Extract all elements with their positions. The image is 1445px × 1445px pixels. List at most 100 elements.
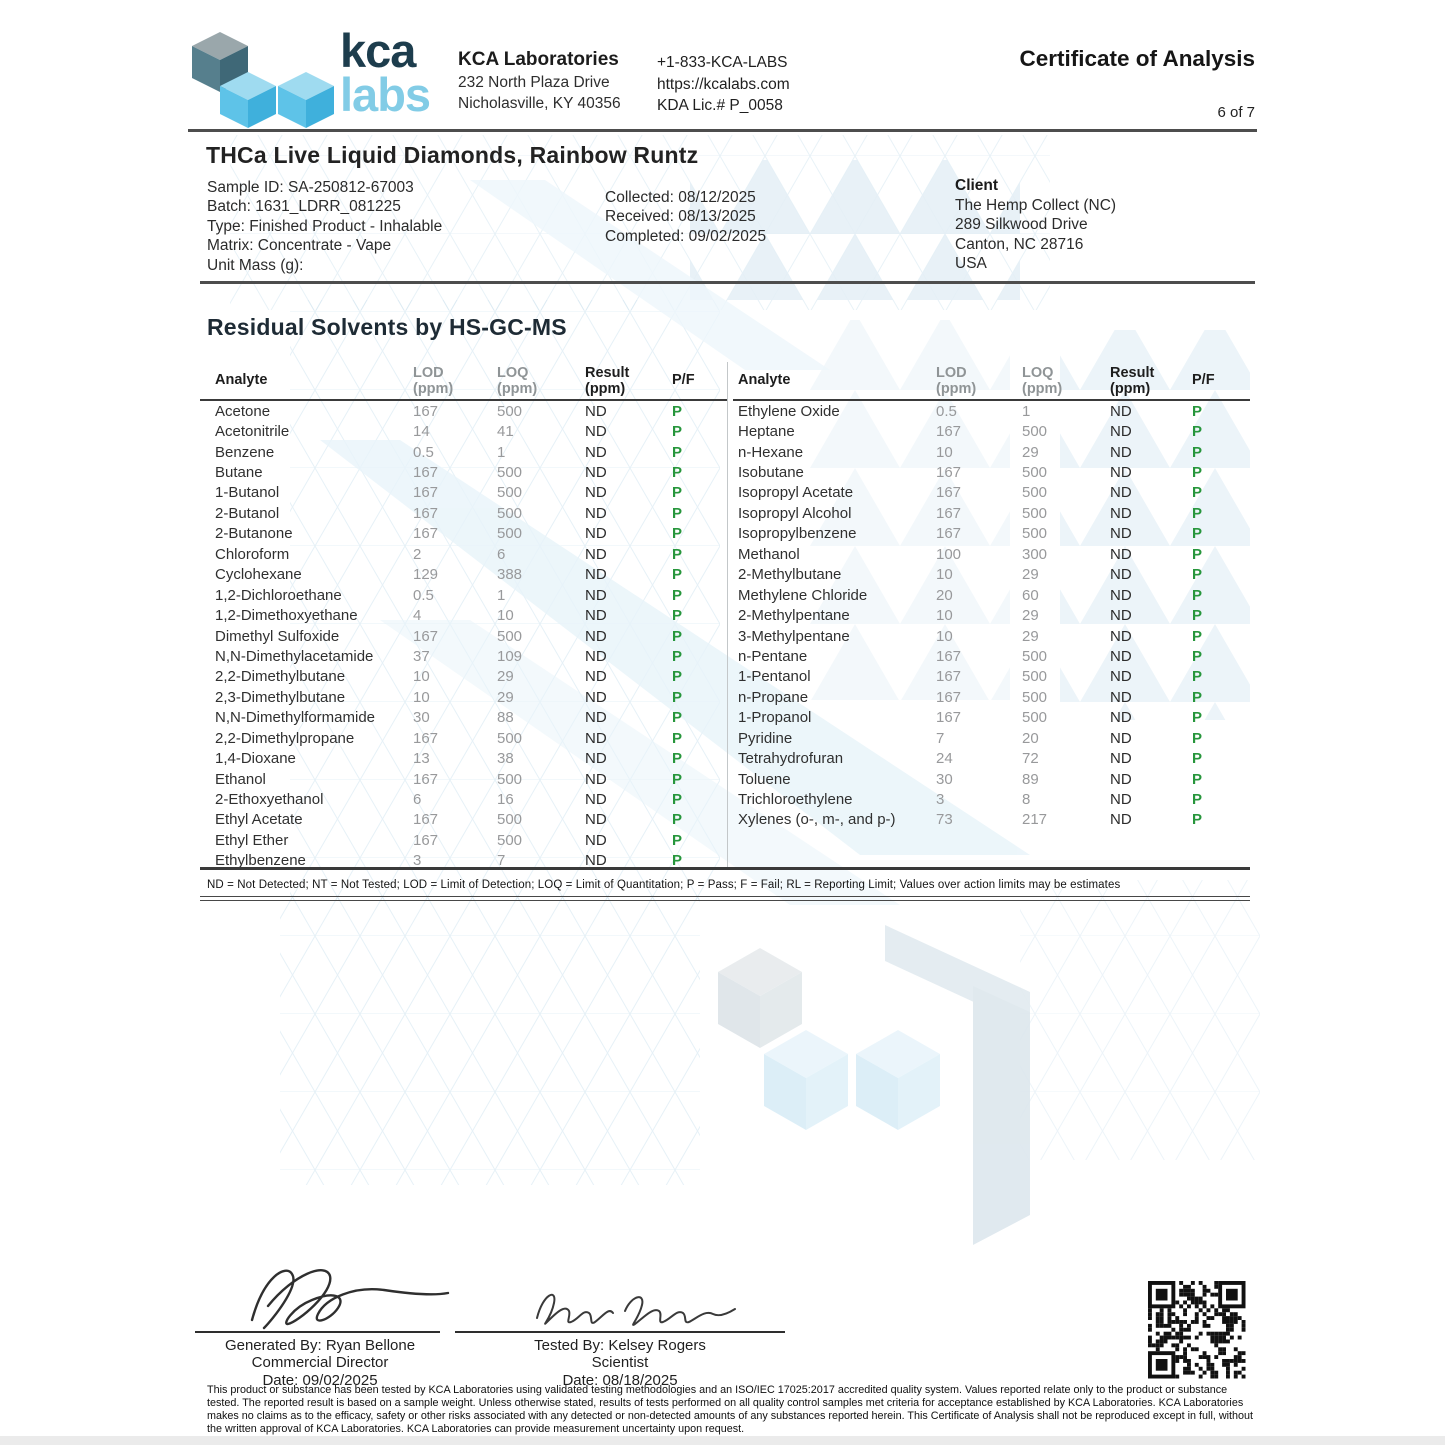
pass-fail-value: P	[672, 484, 683, 502]
analyte-name: n-Pentane	[738, 647, 808, 665]
lod-value: 167	[936, 688, 962, 706]
pass-fail-value: P	[672, 586, 683, 604]
result-value: ND	[585, 791, 607, 809]
loq-value: 500	[497, 770, 523, 788]
analyte-name: Toluene	[738, 770, 791, 788]
analyte-name: Isopropylbenzene	[738, 525, 857, 543]
analyte-name: n-Propane	[738, 688, 809, 706]
table-footnote: ND = Not Detected; NT = Not Tested; LOD …	[207, 879, 1121, 891]
analyte-name: 2-Butanone	[215, 525, 293, 543]
analyte-name: Isopropyl Alcohol	[738, 504, 852, 522]
analyte-name: Methanol	[738, 545, 800, 563]
loq-value: 500	[497, 464, 523, 482]
table-row: Ethyl Ether 167 500 ND P	[200, 830, 727, 850]
sample-type: Type: Finished Product - Inhalable	[207, 217, 443, 235]
loq-value: 388	[497, 566, 523, 584]
loq-value: 500	[497, 504, 523, 522]
analyte-name: 2,3-Dimethylbutane	[215, 688, 346, 706]
lod-value: 167	[413, 831, 439, 849]
table-row: Heptane 167 500 ND P	[733, 421, 1250, 441]
analyte-name: 2-Ethoxyethanol	[215, 791, 324, 809]
pass-fail-value: P	[672, 852, 683, 870]
loq-value: 38	[497, 750, 514, 768]
table-row: n-Pentane 167 500 ND P	[733, 646, 1250, 666]
analyte-name: Acetone	[215, 402, 271, 420]
loq-value: 1	[497, 586, 506, 604]
lod-value: 10	[936, 566, 953, 584]
column-header-result: Result (ppm)	[585, 365, 630, 397]
result-value: ND	[585, 709, 607, 727]
loq-value: 500	[497, 831, 523, 849]
table-row: 3-Methylpentane 10 29 ND P	[733, 626, 1250, 646]
lod-value: 167	[936, 464, 962, 482]
date-completed: Completed: 09/02/2025	[605, 227, 767, 245]
pass-fail-value: P	[672, 607, 683, 625]
column-header-lod: LOD (ppm)	[413, 365, 454, 397]
signature-ryan-bellone	[250, 1269, 450, 1330]
lod-value: 167	[936, 504, 962, 522]
pass-fail-value: P	[1192, 627, 1203, 645]
lod-value: 30	[936, 770, 953, 788]
lod-value: 167	[936, 709, 962, 727]
lod-value: 10	[413, 688, 430, 706]
sample-batch: Batch: 1631_LDRR_081225	[207, 198, 401, 216]
date-collected: Collected: 08/12/2025	[605, 189, 756, 206]
loq-value: 500	[1022, 647, 1048, 665]
loq-value: 500	[497, 402, 523, 420]
pass-fail-value: P	[672, 566, 683, 584]
result-value: ND	[585, 484, 607, 502]
table-row: Pyridine 7 20 ND P	[733, 728, 1250, 748]
loq-value: 16	[497, 791, 514, 809]
section-title: Residual Solvents by HS-GC-MS	[207, 314, 567, 340]
pass-fail-value: P	[672, 504, 683, 522]
pass-fail-value: P	[672, 647, 683, 665]
analyte-name: Dimethyl Sulfoxide	[215, 627, 340, 645]
lod-value: 3	[413, 852, 422, 870]
pass-fail-value: P	[672, 750, 683, 768]
result-value: ND	[585, 607, 607, 625]
analyte-name: 1,2-Dimethoxyethane	[215, 607, 358, 625]
lod-value: 30	[413, 709, 430, 727]
generated-by-block: Generated By: Ryan Bellone Commercial Di…	[180, 1337, 460, 1389]
sample-matrix: Matrix: Concentrate - Vape	[207, 237, 392, 255]
client-country: USA	[955, 255, 987, 273]
result-value: ND	[1110, 607, 1132, 625]
lod-value: 13	[413, 750, 430, 768]
result-value: ND	[585, 750, 607, 768]
client-name: The Hemp Collect (NC)	[955, 197, 1117, 214]
pass-fail-value: P	[1192, 811, 1203, 829]
result-value: ND	[1110, 504, 1132, 522]
lod-value: 0.5	[413, 586, 434, 604]
lab-name: KCA Laboratories	[458, 49, 619, 70]
loq-value: 29	[1022, 607, 1039, 625]
table-row: 2-Ethoxyethanol 6 16 ND P	[200, 789, 727, 809]
loq-value: 500	[497, 729, 523, 747]
loq-value: 20	[1022, 729, 1039, 747]
pass-fail-value: P	[1192, 545, 1203, 563]
loq-value: 10	[497, 607, 514, 625]
loq-value: 500	[1022, 484, 1048, 502]
pass-fail-value: P	[672, 627, 683, 645]
lab-info: KCA Laboratories 232 North Plaza Drive N…	[458, 48, 621, 114]
table-row: 2,3-Dimethylbutane 10 29 ND P	[200, 687, 727, 707]
kca-cubes-logo-icon	[192, 32, 334, 128]
analyte-name: Ethyl Acetate	[215, 811, 303, 829]
analyte-name: 1-Propanol	[738, 709, 812, 727]
result-value: ND	[1110, 668, 1132, 686]
lab-website: https://kcalabs.com	[657, 75, 790, 93]
lod-value: 167	[413, 484, 439, 502]
table-row: Isopropyl Acetate 167 500 ND P	[733, 483, 1250, 503]
table-body: Acetone 167 500 ND P Acetonitrile 14 41 ND P Benze…	[200, 401, 727, 871]
generated-title: Commercial Director	[251, 1354, 389, 1372]
table-row: 1,2-Dichloroethane 0.5 1 ND P	[200, 585, 727, 605]
loq-value: 72	[1022, 750, 1039, 768]
table-row: 2,2-Dimethylpropane 167 500 ND P	[200, 728, 727, 748]
result-value: ND	[1110, 525, 1132, 543]
result-value: ND	[585, 729, 607, 747]
lod-value: 167	[936, 525, 962, 543]
lod-value: 73	[936, 811, 953, 829]
result-value: ND	[1110, 647, 1132, 665]
lod-value: 4	[413, 607, 422, 625]
result-value: ND	[585, 852, 607, 870]
